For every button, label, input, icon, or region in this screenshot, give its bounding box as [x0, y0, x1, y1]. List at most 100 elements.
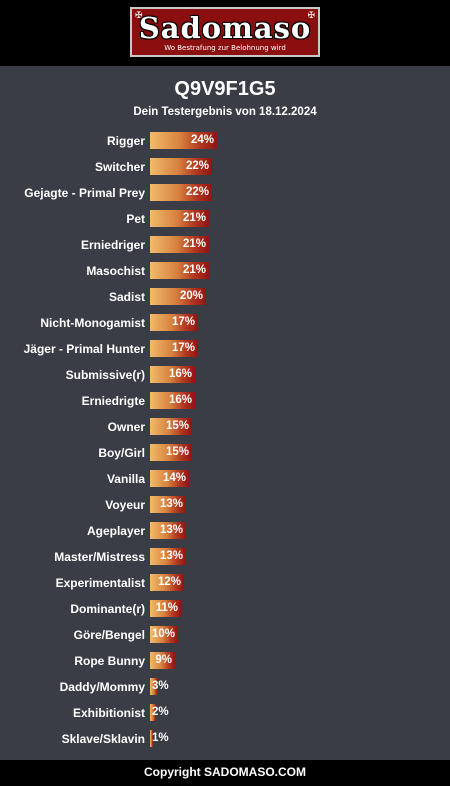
result-bar: 14%	[150, 470, 189, 487]
result-label: Switcher	[94, 160, 145, 174]
result-label: Submissive(r)	[65, 368, 145, 382]
result-percent: 17%	[171, 316, 195, 328]
result-row: Voyeur 13%	[0, 493, 450, 519]
result-label: Sklave/Sklavin	[61, 732, 145, 746]
result-percent: 22%	[185, 160, 209, 172]
result-percent: 3%	[152, 680, 169, 692]
logo-text: Sadomaso	[138, 11, 312, 45]
result-row: Dominante(r) 11%	[0, 597, 450, 623]
result-row: Erniedrigte 16%	[0, 389, 450, 415]
result-row: Submissive(r) 16%	[0, 363, 450, 389]
result-bar: 17%	[150, 340, 198, 357]
result-percent: 11%	[155, 602, 178, 614]
result-bar: 21%	[150, 262, 209, 279]
result-percent: 22%	[185, 186, 209, 198]
result-bar: 16%	[150, 392, 195, 409]
result-row: Rope Bunny 9%	[0, 649, 450, 675]
result-label: Erniedriger	[80, 238, 145, 252]
result-bar: 13%	[150, 496, 186, 513]
result-label: Ageplayer	[86, 524, 145, 538]
result-row: Masochist 21%	[0, 259, 450, 285]
result-bar: 16%	[150, 366, 195, 383]
result-bar: 13%	[150, 522, 186, 539]
result-percent: 21%	[182, 264, 206, 276]
result-percent: 20%	[179, 290, 203, 302]
result-label: Daddy/Mommy	[59, 680, 145, 694]
result-percent: 15%	[165, 446, 189, 458]
result-percent: 13%	[159, 498, 183, 510]
result-label: Owner	[107, 420, 145, 434]
result-bar: 17%	[150, 314, 198, 331]
result-percent: 14%	[162, 472, 186, 484]
result-row: Pet 21%	[0, 207, 450, 233]
result-row: Erniedriger 21%	[0, 233, 450, 259]
result-bar: 11%	[150, 600, 181, 617]
result-row: Sklave/Sklavin 1%	[0, 727, 450, 753]
result-percent: 13%	[159, 524, 183, 536]
result-row: Jäger - Primal Hunter 17%	[0, 337, 450, 363]
result-label: Boy/Girl	[98, 446, 145, 460]
result-label: Jäger - Primal Hunter	[23, 342, 145, 356]
result-bar: 15%	[150, 444, 192, 461]
result-bar: 21%	[150, 236, 209, 253]
result-percent: 24%	[190, 134, 214, 146]
result-percent: 12%	[157, 576, 181, 588]
result-bar: 22%	[150, 158, 212, 175]
result-percent: 21%	[182, 212, 206, 224]
result-label: Dominante(r)	[70, 602, 145, 616]
result-bar: 20%	[150, 288, 206, 305]
result-row: Exhibitionist 2%	[0, 701, 450, 727]
result-bar: 21%	[150, 210, 209, 227]
result-label: Experimentalist	[55, 576, 145, 590]
result-row: Master/Mistress 13%	[0, 545, 450, 571]
result-bar: 13%	[150, 548, 186, 565]
copyright-text: Copyright SADOMASO.COM	[144, 765, 306, 779]
result-percent: 9%	[155, 654, 172, 666]
logo-tagline: Wo Bestrafung zur Belohnung wird	[164, 44, 286, 52]
result-bar: 9%	[150, 652, 175, 669]
result-row: Ageplayer 13%	[0, 519, 450, 545]
result-bar: 12%	[150, 574, 184, 591]
result-percent: 17%	[171, 342, 195, 354]
logo-ornament-left-icon: ✠	[135, 10, 143, 20]
page-title: Q9V9F1G5	[174, 78, 276, 100]
result-row: Nicht-Monogamist 17%	[0, 311, 450, 337]
result-row: Switcher 22%	[0, 155, 450, 181]
result-label: Nicht-Monogamist	[40, 316, 145, 330]
result-percent: 1%	[152, 732, 169, 744]
logo-ornament-right-icon: ✠	[307, 10, 315, 20]
result-label: Göre/Bengel	[73, 628, 145, 642]
result-row: Experimentalist 12%	[0, 571, 450, 597]
result-bar: 2%	[150, 704, 169, 721]
result-percent: 15%	[165, 420, 189, 432]
site-header: ✠ ✠ Sadomaso Wo Bestrafung zur Belohnung…	[0, 0, 450, 66]
result-label: Master/Mistress	[54, 550, 145, 564]
site-footer: Copyright SADOMASO.COM	[0, 760, 450, 786]
result-label: Rigger	[106, 134, 145, 148]
result-row: Sadist 20%	[0, 285, 450, 311]
site-logo[interactable]: ✠ ✠ Sadomaso Wo Bestrafung zur Belohnung…	[130, 7, 320, 57]
result-row: Daddy/Mommy 3%	[0, 675, 450, 701]
result-percent: 16%	[168, 368, 192, 380]
result-label: Masochist	[86, 264, 145, 278]
result-row: Gejagte - Primal Prey 22%	[0, 181, 450, 207]
result-row: Boy/Girl 15%	[0, 441, 450, 467]
result-percent: 16%	[168, 394, 192, 406]
result-row: Göre/Bengel 10%	[0, 623, 450, 649]
result-bar: 24%	[150, 132, 217, 149]
result-bar: 1%	[150, 730, 169, 747]
result-percent: 10%	[151, 628, 175, 640]
result-label: Sadist	[108, 290, 145, 304]
result-percent: 21%	[182, 238, 206, 250]
result-bar: 3%	[150, 678, 169, 695]
result-label: Erniedrigte	[81, 394, 145, 408]
result-row: Vanilla 14%	[0, 467, 450, 493]
result-bar: 10%	[150, 626, 178, 643]
result-row: Rigger 24%	[0, 129, 450, 155]
result-label: Rope Bunny	[74, 654, 145, 668]
result-bar: 15%	[150, 418, 192, 435]
result-bar: 22%	[150, 184, 212, 201]
result-percent: 13%	[159, 550, 183, 562]
result-label: Gejagte - Primal Prey	[24, 186, 145, 200]
result-percent: 2%	[152, 706, 169, 718]
